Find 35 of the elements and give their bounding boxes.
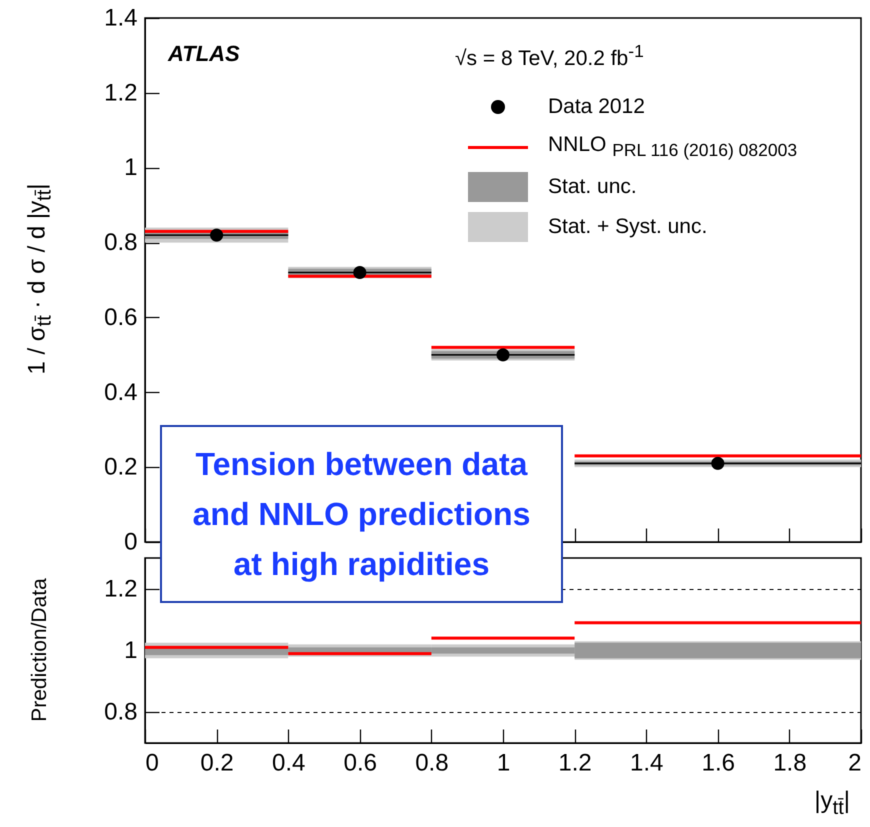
annotation: Tension between data and NNLO predictions at high rapidities bbox=[160, 425, 563, 603]
y-tick-label: 1.4 bbox=[104, 4, 138, 32]
point bbox=[353, 266, 366, 280]
x-tick-label: 1.2 bbox=[558, 750, 592, 776]
legend-label: Stat. + Syst. unc. bbox=[548, 215, 708, 239]
y-tick-label: 1 bbox=[124, 154, 138, 182]
x-tick-label: 2 bbox=[848, 750, 862, 776]
x-tick-label: 0.6 bbox=[344, 750, 377, 776]
y-tick-label: 0.8 bbox=[104, 229, 138, 256]
x-tick-label: 0.2 bbox=[200, 750, 234, 776]
x-tick-label: 1.6 bbox=[702, 750, 735, 776]
annotation: √s = 8 TeV, 20.2 fb$^{-1}$ bbox=[455, 41, 644, 71]
x-axis-title: |y$_{tt̄}$| bbox=[814, 787, 850, 820]
y-tick-label: 1.2 bbox=[104, 575, 138, 602]
y-tick-label: 1.2 bbox=[104, 79, 138, 106]
legend-label: Data 2012 bbox=[548, 95, 645, 119]
y-tick-label: 1 bbox=[124, 637, 138, 664]
y-tick-label: 0.8 bbox=[104, 698, 138, 726]
x-tick-label: 1.8 bbox=[773, 750, 807, 776]
x-tick-label: 1.4 bbox=[630, 750, 664, 776]
x-tick-label: 0.4 bbox=[272, 750, 306, 776]
point bbox=[711, 456, 724, 470]
x-tick-label: 0 bbox=[146, 750, 159, 776]
y-tick-label: 0.6 bbox=[104, 304, 138, 331]
legend-label: NNLO $_{PRL 116 (2016) 082003}$ bbox=[548, 132, 798, 162]
point bbox=[496, 348, 510, 362]
x-tick-label: 0.8 bbox=[415, 750, 449, 776]
y-tick-label: 0.2 bbox=[104, 454, 138, 481]
point bbox=[210, 228, 224, 242]
y-tick-label: 0 bbox=[124, 528, 138, 556]
legend-label: Stat. unc. bbox=[548, 175, 637, 199]
annotation: ATLAS bbox=[168, 41, 240, 67]
y-axis-title: Prediction/Data bbox=[28, 578, 52, 722]
x-tick-label: 1 bbox=[496, 750, 510, 776]
y-tick-label: 0.4 bbox=[104, 378, 138, 406]
